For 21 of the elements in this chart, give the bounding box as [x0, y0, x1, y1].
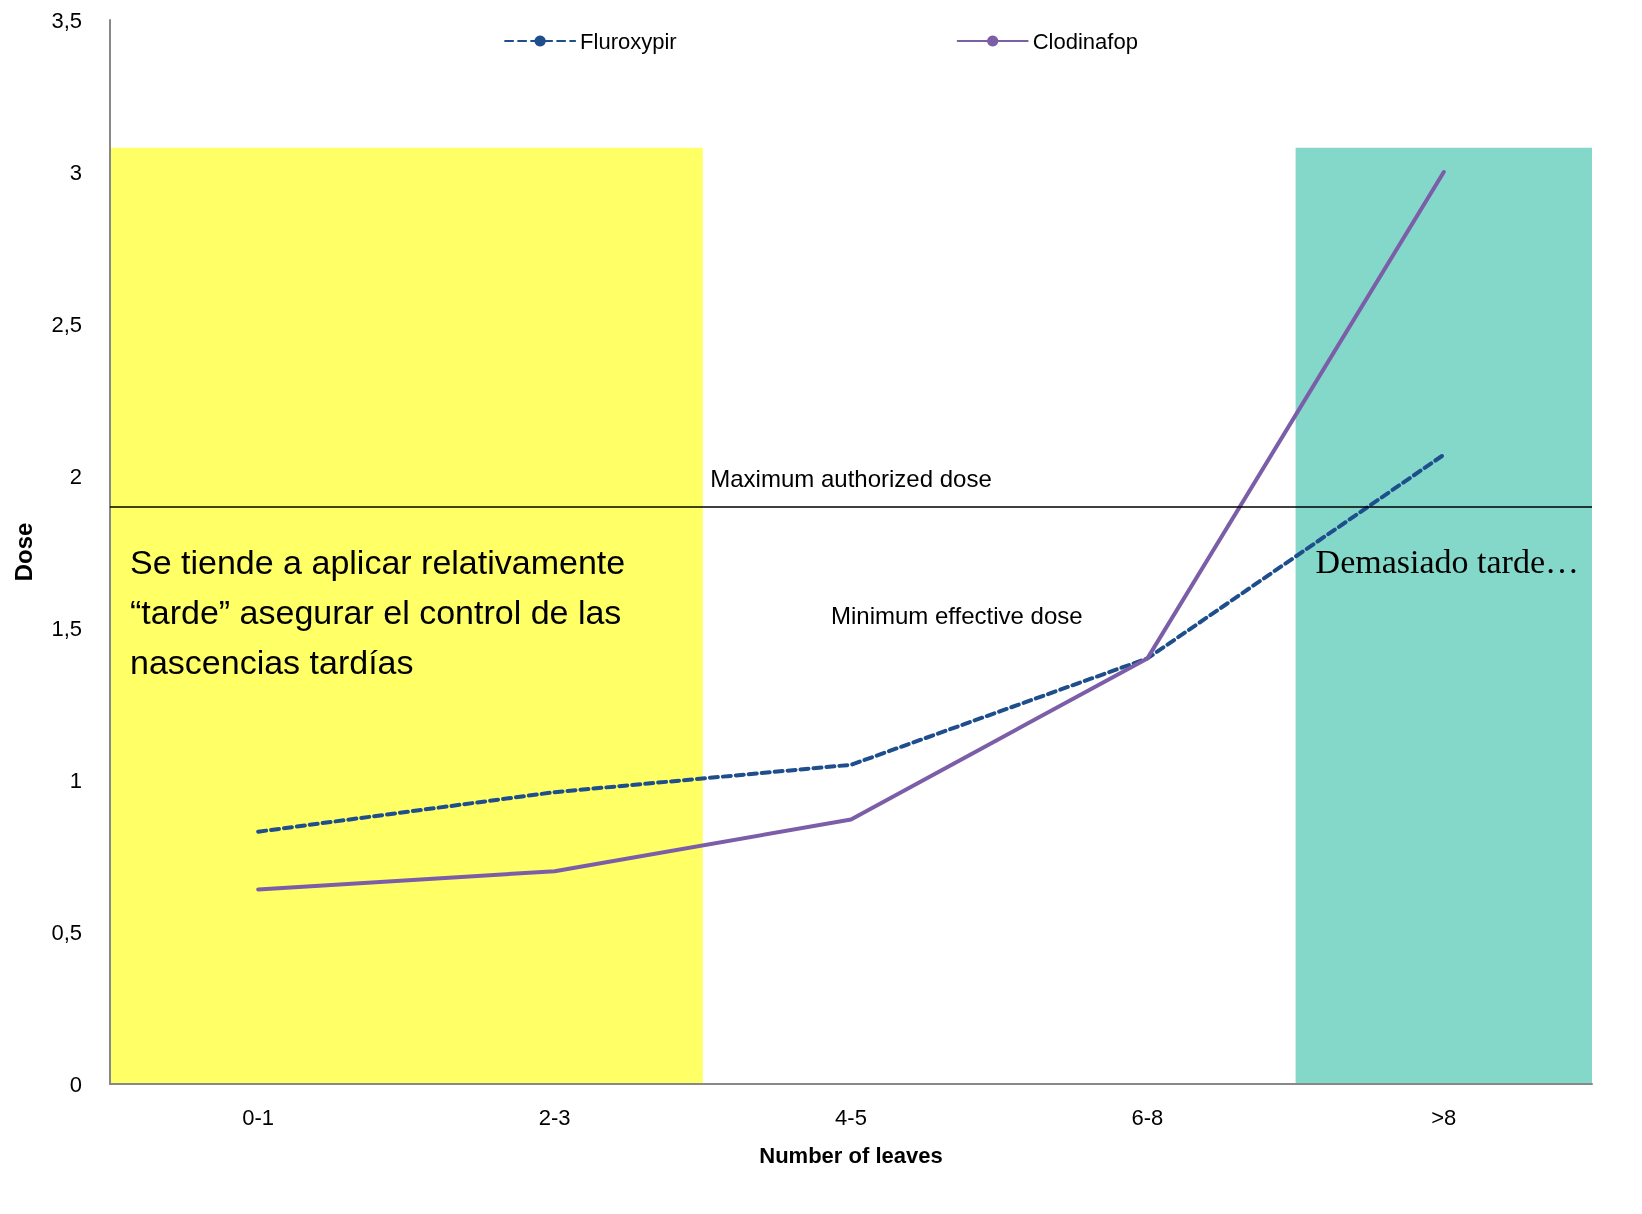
x-axis-title: Number of leaves: [759, 1142, 943, 1168]
y-tick-label: 0: [69, 1071, 82, 1097]
ref-line-label: Maximum authorized dose: [710, 464, 992, 492]
y-tick-label: 2,5: [51, 311, 82, 337]
y-tick-label: 3: [69, 159, 82, 185]
y-tick-label: 1: [69, 767, 82, 793]
legend-label: Fluroxypir: [580, 28, 677, 54]
band-label: Se tiende a aplicar relativamente “tarde” asegurar el control de las nascencias tardías: [130, 542, 635, 681]
x-tick-label: 6-8: [1131, 1104, 1164, 1130]
y-axis-title: Dose: [9, 522, 37, 582]
y-tick-label: 3,5: [51, 7, 82, 33]
y-tick-label: 1,5: [51, 615, 82, 641]
x-tick-label: 2-3: [538, 1104, 571, 1130]
x-tick-label: 4-5: [835, 1104, 867, 1130]
legend-label: Clodinafop: [1032, 28, 1138, 54]
x-tick-label: 0-1: [242, 1104, 275, 1130]
band-label: Demasiado tarde…: [1315, 543, 1580, 581]
annotation: Minimum effective dose: [831, 602, 1083, 630]
y-tick-label: 2: [69, 463, 82, 489]
x-tick-label: >8: [1431, 1104, 1457, 1130]
y-tick-label: 0,5: [51, 919, 82, 945]
